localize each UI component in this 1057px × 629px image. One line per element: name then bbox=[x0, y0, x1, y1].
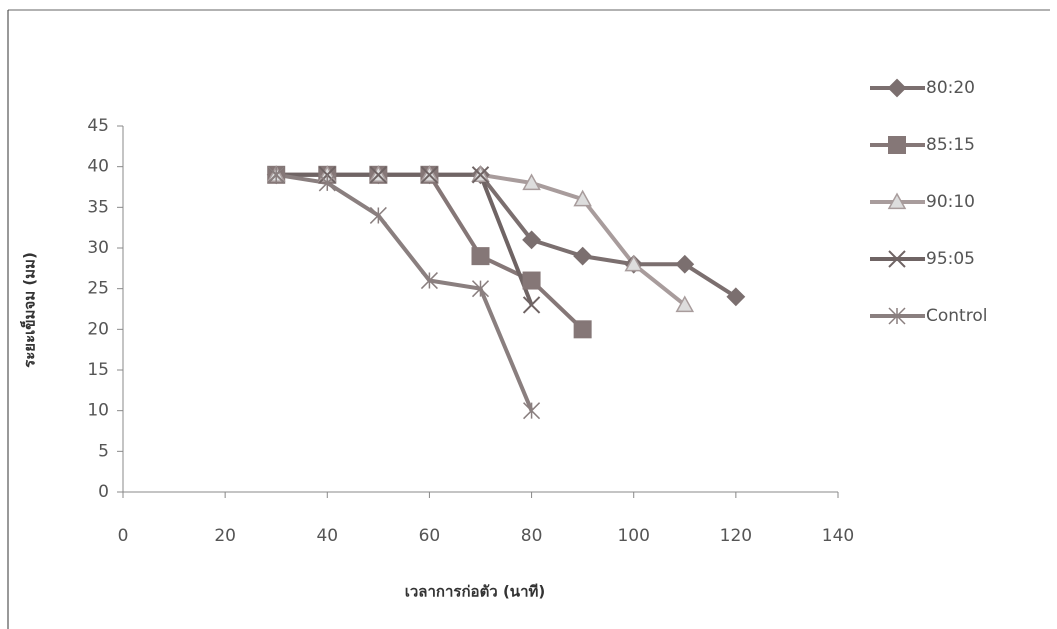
marker bbox=[523, 402, 541, 420]
marker bbox=[369, 166, 388, 184]
y-axis-title: ระยะเข็มจม (มม) bbox=[20, 252, 39, 368]
marker bbox=[675, 295, 695, 313]
legend-marker bbox=[888, 307, 906, 325]
marker bbox=[471, 280, 490, 298]
marker bbox=[726, 287, 746, 307]
marker bbox=[624, 254, 643, 272]
marker bbox=[471, 166, 490, 184]
marker bbox=[318, 174, 336, 192]
legend-label: 90:10 bbox=[926, 192, 975, 212]
legend-label: 80:20 bbox=[926, 78, 975, 98]
x-tick-label: 80 bbox=[521, 526, 543, 546]
y-tick-label: 25 bbox=[87, 279, 109, 299]
legend-marker bbox=[887, 78, 907, 98]
y-tick-label: 20 bbox=[87, 319, 109, 339]
legend-marker bbox=[887, 192, 907, 210]
y-tick-label: 30 bbox=[87, 238, 109, 258]
y-tick-label: 5 bbox=[98, 441, 109, 461]
marker bbox=[420, 272, 438, 290]
marker bbox=[522, 230, 541, 250]
legend-marker bbox=[888, 136, 906, 154]
marker bbox=[369, 206, 387, 224]
marker bbox=[420, 166, 439, 184]
marker bbox=[471, 247, 490, 266]
legend-label: 85:15 bbox=[926, 135, 975, 155]
x-tick-label: 140 bbox=[822, 526, 854, 546]
x-tick-label: 60 bbox=[419, 526, 441, 546]
y-tick-label: 10 bbox=[87, 401, 109, 421]
marker bbox=[522, 271, 541, 290]
legend-label: Control bbox=[926, 306, 987, 326]
x-axis-title: เวลาการก่อตัว (นาที) bbox=[405, 583, 545, 601]
marker bbox=[573, 189, 592, 207]
x-tick-label: 20 bbox=[214, 526, 236, 546]
marker bbox=[573, 246, 593, 266]
y-tick-label: 35 bbox=[87, 197, 109, 217]
y-tick-label: 0 bbox=[98, 482, 109, 502]
y-tick-label: 45 bbox=[87, 116, 109, 136]
marker bbox=[318, 166, 336, 184]
marker bbox=[573, 320, 592, 339]
x-tick-label: 40 bbox=[316, 526, 338, 546]
x-tick-label: 120 bbox=[720, 526, 752, 546]
marker bbox=[267, 166, 285, 184]
x-tick-label: 100 bbox=[617, 526, 649, 546]
legend-marker bbox=[888, 250, 906, 268]
y-tick-label: 40 bbox=[87, 157, 109, 177]
x-tick-label: 0 bbox=[118, 526, 129, 546]
marker bbox=[675, 254, 695, 274]
y-tick-label: 15 bbox=[87, 360, 109, 380]
marker bbox=[522, 296, 541, 314]
marker bbox=[522, 173, 541, 191]
legend-label: 95:05 bbox=[926, 249, 975, 269]
